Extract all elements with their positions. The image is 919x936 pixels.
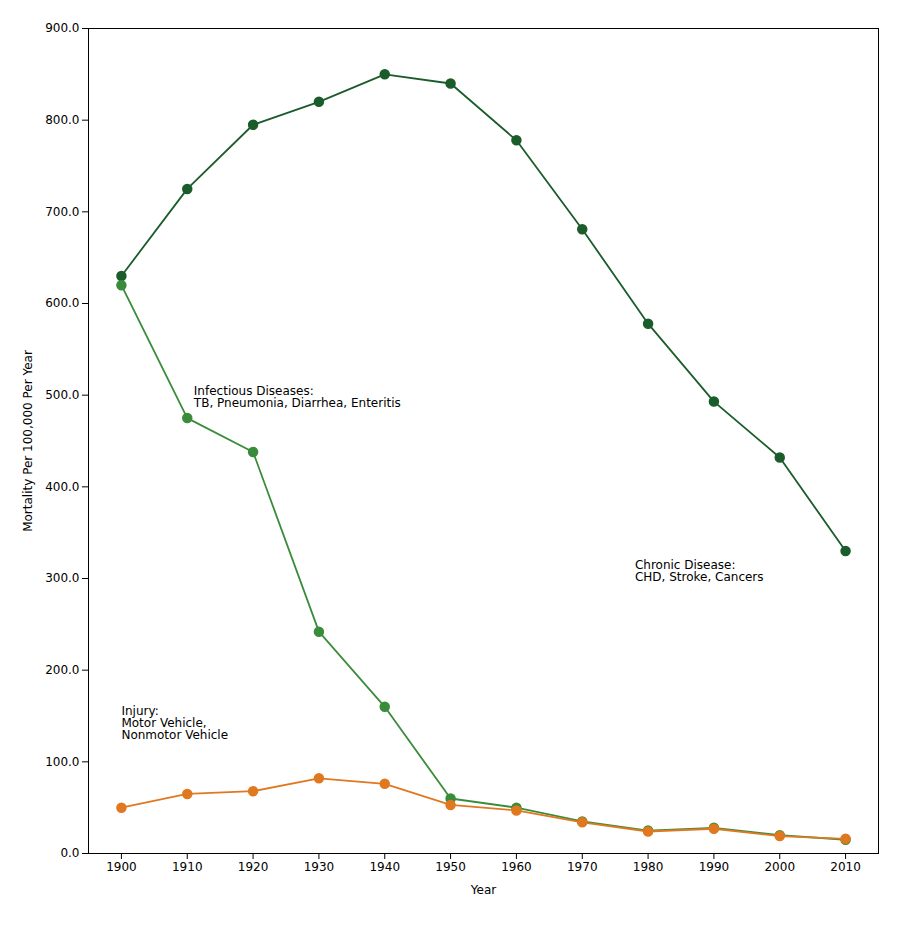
svg-text:2010: 2010 [830,860,861,874]
svg-text:900.0: 900.0 [45,21,79,35]
svg-text:200.0: 200.0 [45,663,79,677]
svg-text:600.0: 600.0 [45,296,79,310]
svg-text:1930: 1930 [304,860,335,874]
svg-text:1910: 1910 [172,860,203,874]
svg-text:Year: Year [470,883,496,897]
svg-text:1940: 1940 [369,860,400,874]
svg-text:Chronic Disease:CHD, Stroke, C: Chronic Disease:CHD, Stroke, Cancers [635,558,764,584]
svg-text:1990: 1990 [699,860,730,874]
svg-text:100.0: 100.0 [45,755,79,769]
svg-text:1920: 1920 [238,860,269,874]
svg-text:2000: 2000 [764,860,795,874]
svg-text:500.0: 500.0 [45,388,79,402]
svg-text:1900: 1900 [106,860,137,874]
svg-text:1970: 1970 [567,860,598,874]
svg-text:1960: 1960 [501,860,532,874]
svg-text:Injury:Motor Vehicle,Nonmotor: Injury:Motor Vehicle,Nonmotor Vehicle [121,704,228,742]
svg-text:300.0: 300.0 [45,571,79,585]
svg-text:Mortality Per 100,000 Per Year: Mortality Per 100,000 Per Year [21,350,35,532]
svg-text:0.0: 0.0 [60,846,79,860]
svg-text:1980: 1980 [633,860,664,874]
svg-text:Infectious Diseases:TB, Pneumo: Infectious Diseases:TB, Pneumonia, Diarr… [193,384,401,410]
svg-text:1950: 1950 [435,860,466,874]
svg-text:400.0: 400.0 [45,480,79,494]
svg-text:700.0: 700.0 [45,205,79,219]
svg-text:800.0: 800.0 [45,113,79,127]
